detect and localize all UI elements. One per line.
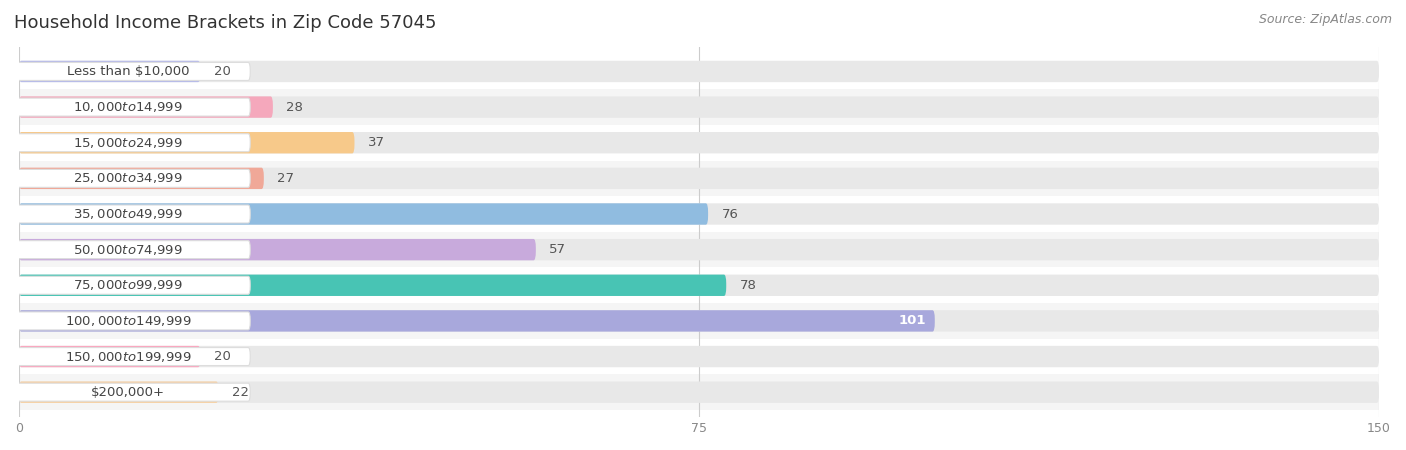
FancyBboxPatch shape xyxy=(20,61,200,82)
Text: $35,000 to $49,999: $35,000 to $49,999 xyxy=(73,207,183,221)
Text: $150,000 to $199,999: $150,000 to $199,999 xyxy=(65,350,191,364)
FancyBboxPatch shape xyxy=(6,347,250,365)
Text: $25,000 to $34,999: $25,000 to $34,999 xyxy=(73,171,183,185)
Text: Source: ZipAtlas.com: Source: ZipAtlas.com xyxy=(1258,14,1392,27)
FancyBboxPatch shape xyxy=(20,203,709,225)
FancyBboxPatch shape xyxy=(6,312,250,330)
FancyBboxPatch shape xyxy=(20,203,1379,225)
FancyBboxPatch shape xyxy=(20,239,536,261)
FancyBboxPatch shape xyxy=(20,168,1379,189)
FancyBboxPatch shape xyxy=(20,310,1379,332)
FancyBboxPatch shape xyxy=(6,169,250,187)
Text: $50,000 to $74,999: $50,000 to $74,999 xyxy=(73,243,183,256)
FancyBboxPatch shape xyxy=(6,63,250,81)
FancyBboxPatch shape xyxy=(6,98,250,116)
FancyBboxPatch shape xyxy=(6,205,250,223)
Text: 27: 27 xyxy=(277,172,294,185)
FancyBboxPatch shape xyxy=(1,89,1379,125)
Text: 57: 57 xyxy=(550,243,567,256)
Text: $10,000 to $14,999: $10,000 to $14,999 xyxy=(73,100,183,114)
Text: $100,000 to $149,999: $100,000 to $149,999 xyxy=(65,314,191,328)
FancyBboxPatch shape xyxy=(6,276,250,294)
FancyBboxPatch shape xyxy=(1,232,1379,267)
Text: $15,000 to $24,999: $15,000 to $24,999 xyxy=(73,136,183,150)
FancyBboxPatch shape xyxy=(20,132,354,153)
FancyBboxPatch shape xyxy=(20,274,727,296)
FancyBboxPatch shape xyxy=(1,196,1379,232)
Text: 76: 76 xyxy=(721,207,738,220)
Text: 20: 20 xyxy=(214,65,231,78)
Text: 101: 101 xyxy=(898,315,925,328)
Text: $200,000+: $200,000+ xyxy=(91,386,165,399)
FancyBboxPatch shape xyxy=(20,274,1379,296)
Text: 78: 78 xyxy=(740,279,756,292)
FancyBboxPatch shape xyxy=(1,267,1379,303)
FancyBboxPatch shape xyxy=(1,54,1379,89)
Text: 37: 37 xyxy=(368,136,385,149)
FancyBboxPatch shape xyxy=(1,339,1379,374)
Text: Household Income Brackets in Zip Code 57045: Household Income Brackets in Zip Code 57… xyxy=(14,14,436,32)
FancyBboxPatch shape xyxy=(1,125,1379,161)
FancyBboxPatch shape xyxy=(6,241,250,259)
FancyBboxPatch shape xyxy=(20,61,1379,82)
FancyBboxPatch shape xyxy=(20,239,1379,261)
FancyBboxPatch shape xyxy=(20,382,218,403)
FancyBboxPatch shape xyxy=(1,374,1379,410)
FancyBboxPatch shape xyxy=(20,96,273,118)
FancyBboxPatch shape xyxy=(20,382,1379,403)
Text: 22: 22 xyxy=(232,386,249,399)
Text: 28: 28 xyxy=(287,101,304,113)
FancyBboxPatch shape xyxy=(20,346,1379,367)
FancyBboxPatch shape xyxy=(20,346,200,367)
FancyBboxPatch shape xyxy=(20,310,935,332)
FancyBboxPatch shape xyxy=(20,132,1379,153)
FancyBboxPatch shape xyxy=(1,303,1379,339)
FancyBboxPatch shape xyxy=(20,168,264,189)
FancyBboxPatch shape xyxy=(6,383,250,401)
FancyBboxPatch shape xyxy=(20,96,1379,118)
FancyBboxPatch shape xyxy=(6,134,250,152)
Text: 20: 20 xyxy=(214,350,231,363)
Text: Less than $10,000: Less than $10,000 xyxy=(66,65,188,78)
Text: $75,000 to $99,999: $75,000 to $99,999 xyxy=(73,278,183,293)
FancyBboxPatch shape xyxy=(1,161,1379,196)
